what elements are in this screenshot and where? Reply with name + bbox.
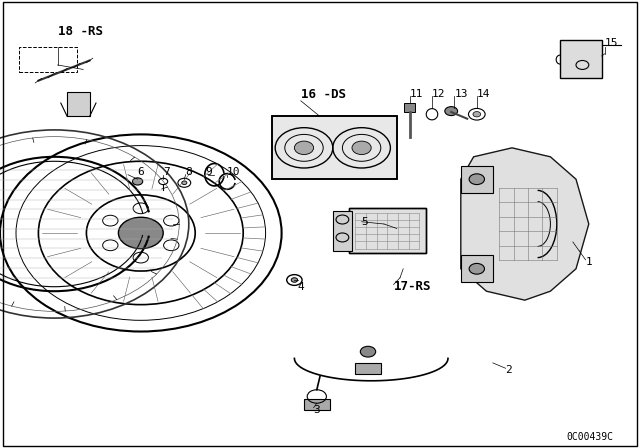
Text: 11: 11 [410, 89, 423, 99]
Bar [272, 116, 397, 179]
Text: 15: 15 [605, 38, 618, 47]
Text: 4: 4 [298, 282, 305, 292]
Text: 1: 1 [586, 257, 593, 267]
Bar [304, 399, 330, 410]
Bar [349, 208, 426, 253]
Text: 10: 10 [227, 168, 241, 177]
Bar [461, 255, 493, 282]
Bar [272, 116, 397, 179]
Bar [404, 103, 415, 112]
Bar [67, 92, 90, 116]
Circle shape [473, 112, 481, 117]
Text: 2: 2 [506, 365, 513, 375]
Text: 6: 6 [138, 168, 145, 177]
Text: 18 -RS: 18 -RS [58, 25, 102, 38]
Text: 3: 3 [314, 405, 321, 415]
Text: 16 -DS: 16 -DS [301, 87, 346, 101]
Circle shape [360, 346, 376, 357]
Circle shape [118, 217, 163, 249]
Text: 7: 7 [163, 168, 170, 177]
Circle shape [182, 181, 187, 185]
Bar [349, 208, 426, 253]
Circle shape [352, 141, 371, 155]
Bar [560, 40, 602, 78]
Text: 5: 5 [362, 217, 369, 227]
Text: 0C00439C: 0C00439C [566, 432, 613, 442]
Text: 14: 14 [477, 89, 490, 99]
Bar [461, 166, 493, 193]
Circle shape [469, 174, 484, 185]
Text: 17-RS: 17-RS [394, 280, 431, 293]
Circle shape [291, 278, 298, 282]
Circle shape [445, 107, 458, 116]
Bar [355, 363, 381, 374]
Polygon shape [461, 148, 589, 300]
Text: 13: 13 [454, 89, 468, 99]
Bar [19, 47, 77, 72]
Text: 12: 12 [432, 89, 445, 99]
Circle shape [132, 178, 143, 185]
Circle shape [469, 263, 484, 274]
Text: 9: 9 [205, 168, 212, 177]
Bar [333, 211, 352, 251]
Circle shape [294, 141, 314, 155]
Text: 8: 8 [186, 168, 193, 177]
